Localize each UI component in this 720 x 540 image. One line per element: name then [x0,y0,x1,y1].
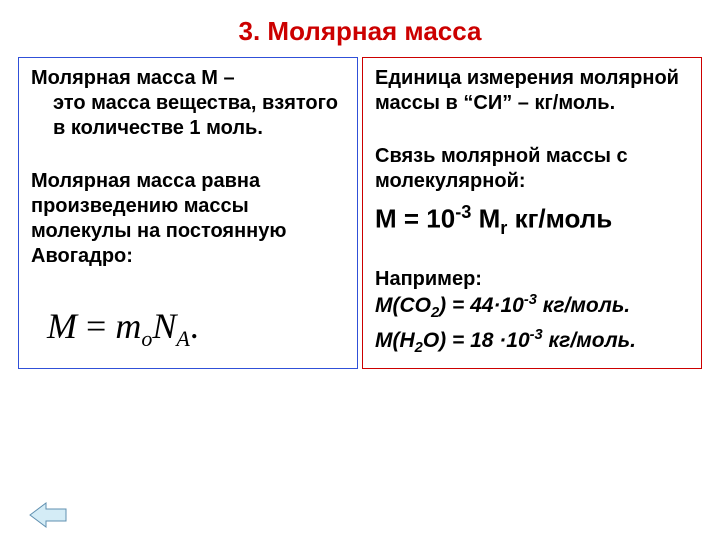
ex2-mid: O) = 18 ·10 [423,329,530,352]
ex1-post: кг/моль. [537,294,630,317]
left-definition-body: это масса вещества, взятого в количестве… [31,91,345,141]
left-definition-head: Молярная масса М – [31,66,345,91]
right-paragraph-2: Связь молярной массы с молекулярной: [375,144,689,194]
example-co2: М(СО2) = 44·10-3 кг/моль. [375,292,689,321]
formula-o-sub: o [141,326,152,351]
ex2-pre: М(H [375,329,415,352]
formula-avogadro: M = moNA. [31,305,345,352]
formula-pre: М = 10 [375,204,455,234]
right-column: Единица измерения молярной массы в “СИ” … [362,57,702,369]
left-paragraph-2: Молярная масса равна произведению массы … [31,169,345,269]
formula-N: N [152,306,176,346]
example-h2o: М(H2O) = 18 ·10-3 кг/моль. [375,327,689,356]
left-column: Молярная масса М – это масса вещества, в… [18,57,358,369]
formula-post: кг/моль [507,204,612,234]
ex2-sub: 2 [415,340,423,356]
right-paragraph-1: Единица измерения молярной массы в “СИ” … [375,66,689,116]
formula-dot: . [190,306,199,346]
ex1-mid: ) = 44·10 [439,294,524,317]
content-columns: Молярная масса М – это масса вещества, в… [18,57,702,369]
formula-A-sub: A [176,326,189,351]
slide-title: 3. Молярная масса [18,16,702,47]
formula-m: m [115,306,141,346]
formula-molar-relation: М = 10-3 Mr кг/моль [375,202,689,239]
formula-M: M [47,306,77,346]
formula-eq: = [77,306,115,346]
formula-exp: -3 [455,202,471,222]
back-arrow-icon [28,500,68,530]
ex2-exp: -3 [530,327,543,343]
ex1-exp: -3 [524,292,537,308]
example-label: Например: [375,267,689,292]
formula-mid: M [471,204,500,234]
ex1-pre: М(СО [375,294,431,317]
ex1-sub: 2 [431,305,439,321]
back-button[interactable] [28,500,68,530]
ex2-post: кг/моль. [543,329,636,352]
